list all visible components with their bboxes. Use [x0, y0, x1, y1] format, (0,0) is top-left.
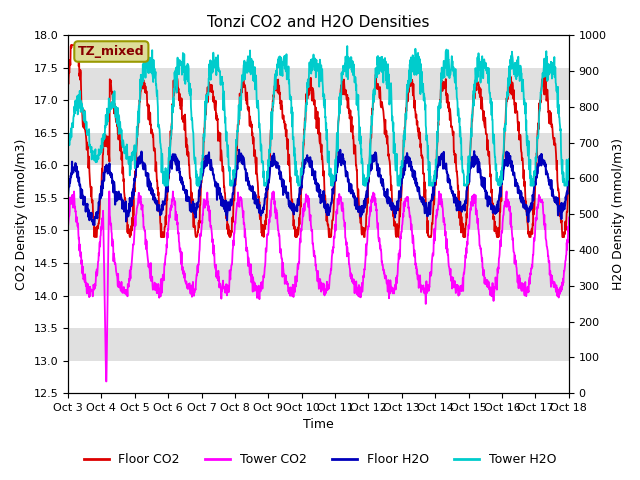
Y-axis label: H2O Density (mmol/m3): H2O Density (mmol/m3)	[612, 138, 625, 290]
Legend: Floor CO2, Tower CO2, Floor H2O, Tower H2O: Floor CO2, Tower CO2, Floor H2O, Tower H…	[79, 448, 561, 471]
Bar	[68, 198, 569, 230]
Bar	[68, 68, 569, 100]
Bar	[68, 133, 569, 166]
Y-axis label: CO2 Density (mmol/m3): CO2 Density (mmol/m3)	[15, 139, 28, 290]
Text: TZ_mixed: TZ_mixed	[78, 45, 145, 58]
X-axis label: Time: Time	[303, 419, 333, 432]
Title: Tonzi CO2 and H2O Densities: Tonzi CO2 and H2O Densities	[207, 15, 429, 30]
Bar	[68, 263, 569, 296]
Bar	[68, 328, 569, 360]
